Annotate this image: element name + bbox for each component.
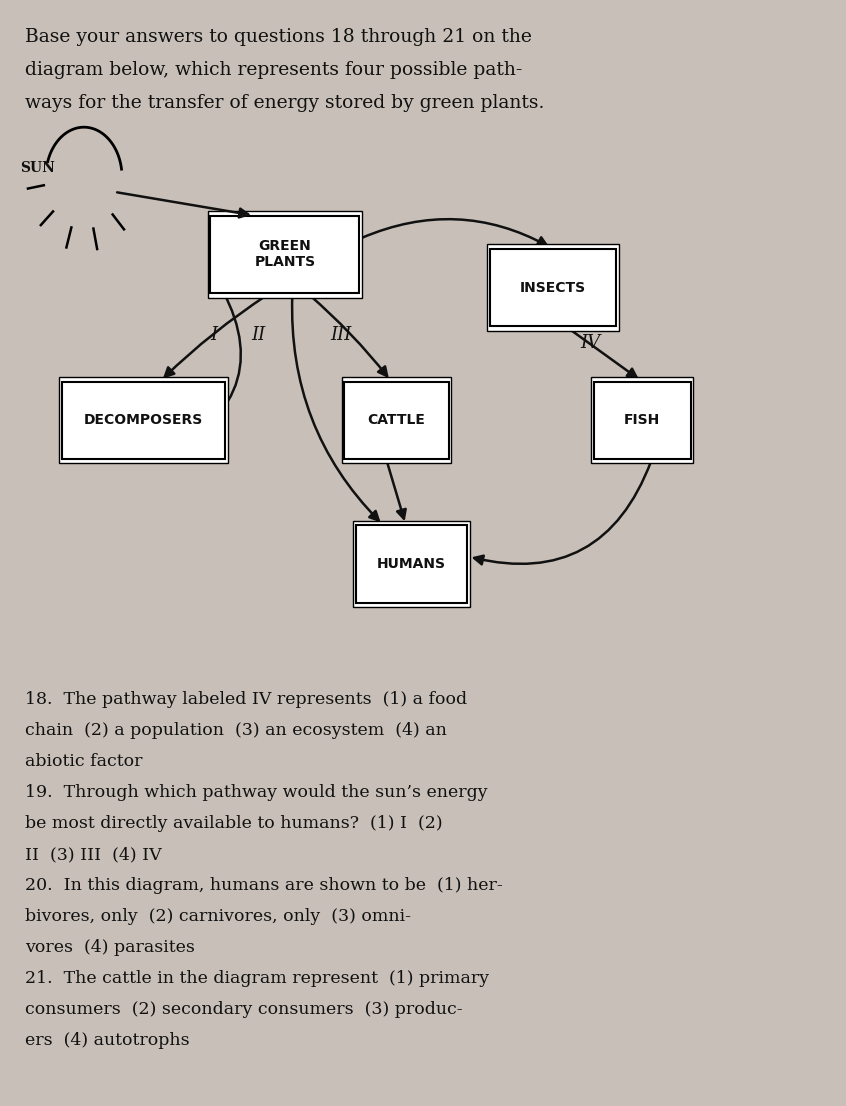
FancyBboxPatch shape [591,377,693,463]
FancyArrowPatch shape [292,296,379,521]
Text: 21.  The cattle in the diagram represent  (1) primary: 21. The cattle in the diagram represent … [25,970,490,987]
Text: consumers  (2) secondary consumers  (3) produc-: consumers (2) secondary consumers (3) pr… [25,1001,463,1018]
Text: HUMANS: HUMANS [377,557,446,571]
FancyArrowPatch shape [362,219,547,246]
FancyBboxPatch shape [353,521,470,607]
Text: GREEN
PLANTS: GREEN PLANTS [255,239,316,270]
Text: 19.  Through which pathway would the sun’s energy: 19. Through which pathway would the sun’… [25,784,488,801]
Text: chain  (2) a population  (3) an ecosystem  (4) an: chain (2) a population (3) an ecosystem … [25,722,448,739]
Text: IV: IV [580,334,600,352]
Text: 20.  In this diagram, humans are shown to be  (1) her-: 20. In this diagram, humans are shown to… [25,877,503,894]
FancyBboxPatch shape [62,382,225,459]
Text: diagram below, which represents four possible path-: diagram below, which represents four pos… [25,61,523,79]
FancyBboxPatch shape [59,377,228,463]
FancyBboxPatch shape [594,382,690,459]
FancyArrowPatch shape [165,294,267,377]
Text: ers  (4) autotrophs: ers (4) autotrophs [25,1032,190,1048]
FancyArrowPatch shape [387,461,405,519]
FancyArrowPatch shape [117,192,248,218]
FancyArrowPatch shape [310,295,387,376]
Text: 18.  The pathway labeled IV represents  (1) a food: 18. The pathway labeled IV represents (1… [25,691,468,708]
Text: vores  (4) parasites: vores (4) parasites [25,939,195,956]
Text: Base your answers to questions 18 through 21 on the: Base your answers to questions 18 throug… [25,28,532,45]
FancyBboxPatch shape [344,382,448,459]
Text: DECOMPOSERS: DECOMPOSERS [84,414,203,427]
FancyBboxPatch shape [208,211,362,298]
Text: be most directly available to humans?  (1) I  (2): be most directly available to humans? (1… [25,815,443,832]
Text: II  (3) III  (4) IV: II (3) III (4) IV [25,846,162,863]
Text: III: III [330,325,351,344]
FancyBboxPatch shape [342,377,451,463]
FancyArrowPatch shape [568,327,637,377]
Text: SUN: SUN [20,161,55,175]
Text: FISH: FISH [624,414,661,427]
Text: bivores, only  (2) carnivores, only  (3) omni-: bivores, only (2) carnivores, only (3) o… [25,908,411,925]
Text: INSECTS: INSECTS [520,281,586,294]
FancyBboxPatch shape [211,216,360,293]
Text: II: II [252,325,266,344]
Text: abiotic factor: abiotic factor [25,753,143,770]
FancyBboxPatch shape [355,525,467,603]
FancyBboxPatch shape [487,244,618,331]
Text: ways for the transfer of energy stored by green plants.: ways for the transfer of energy stored b… [25,94,545,112]
Text: I: I [211,325,217,344]
Text: CATTLE: CATTLE [368,414,426,427]
FancyArrowPatch shape [474,461,651,564]
FancyBboxPatch shape [490,249,616,326]
FancyArrowPatch shape [162,275,241,458]
